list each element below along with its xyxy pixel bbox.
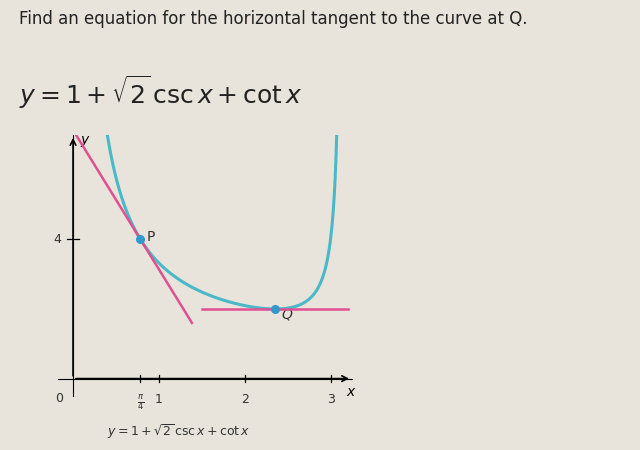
Text: Q: Q [282,308,292,322]
Text: 4: 4 [54,233,61,246]
Text: $y = 1 + \sqrt{2}\,\mathrm{csc}\,x + \cot x$: $y = 1 + \sqrt{2}\,\mathrm{csc}\,x + \co… [19,73,303,111]
Text: 2: 2 [241,393,249,406]
Text: 1: 1 [155,393,163,406]
Text: 3: 3 [326,393,335,406]
Text: 0: 0 [55,392,63,405]
Text: P: P [147,230,155,244]
Text: $y = 1 + \sqrt{2}\,\mathrm{csc}\,x + \cot x$: $y = 1 + \sqrt{2}\,\mathrm{csc}\,x + \co… [108,422,251,441]
Text: y: y [80,133,88,147]
Text: Find an equation for the horizontal tangent to the curve at Q.: Find an equation for the horizontal tang… [19,10,528,28]
Text: x: x [346,385,355,399]
Text: $\frac{\pi}{4}$: $\frac{\pi}{4}$ [137,394,144,414]
